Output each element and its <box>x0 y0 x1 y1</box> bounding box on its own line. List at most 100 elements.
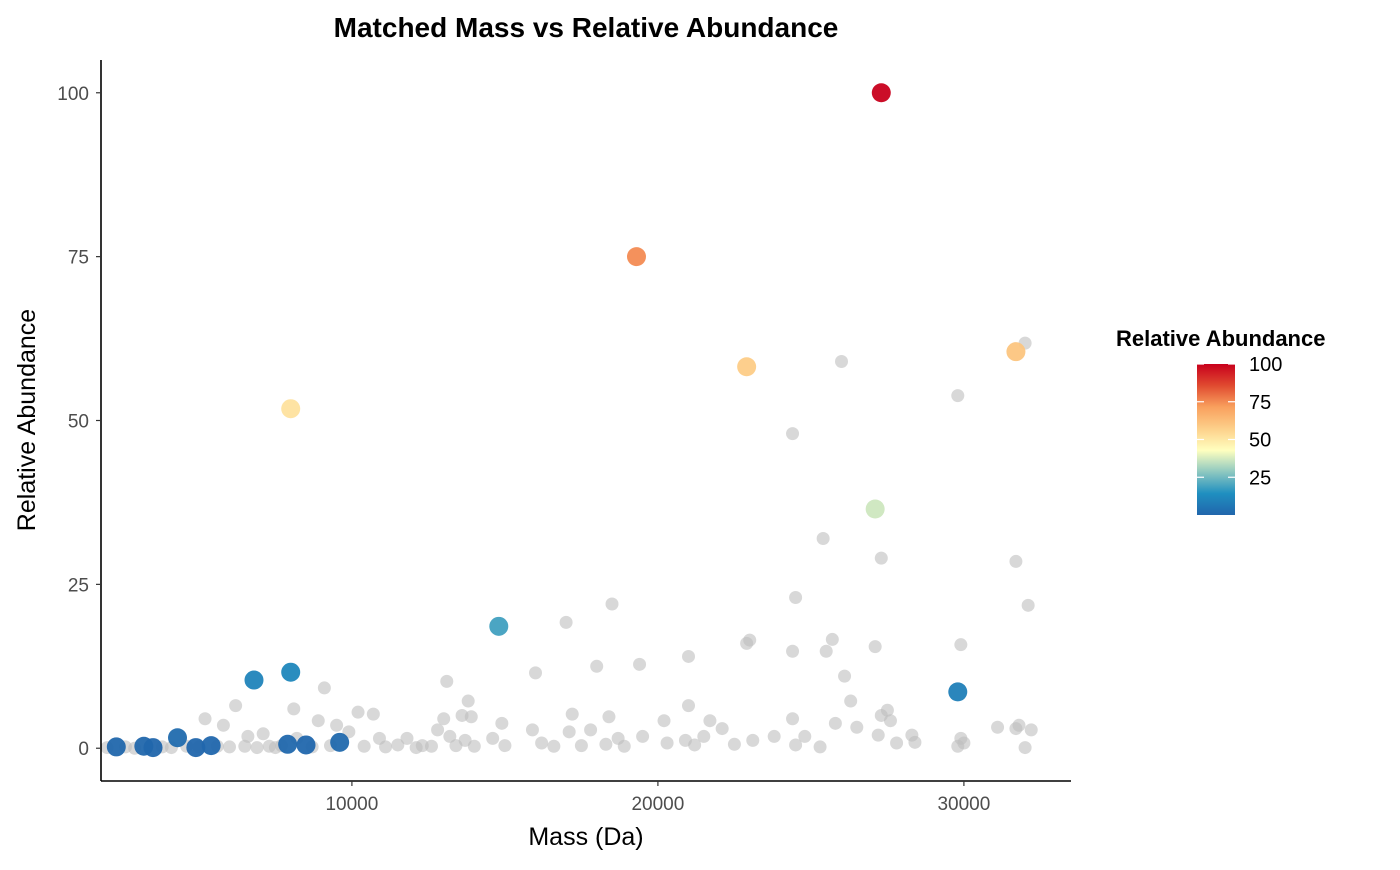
unmatched-point <box>871 728 885 742</box>
unmatched-point <box>565 707 579 721</box>
unmatched-point <box>250 741 264 755</box>
unmatched-point <box>229 699 243 713</box>
matched-point <box>948 682 968 702</box>
legend-tick-label: 75 <box>1249 392 1271 414</box>
y-tick-label: 25 <box>68 575 89 596</box>
unmatched-point <box>461 694 475 708</box>
unmatched-point <box>743 633 757 647</box>
unmatched-point <box>198 712 212 726</box>
matched-point <box>143 738 163 758</box>
unmatched-point <box>767 729 781 743</box>
unmatched-point <box>256 727 270 741</box>
unmatched-point <box>599 737 613 751</box>
unmatched-point <box>727 737 741 751</box>
unmatched-point <box>697 729 711 743</box>
unmatched-point <box>238 739 252 753</box>
unmatched-point <box>798 729 812 743</box>
matched-point <box>167 728 187 748</box>
unmatched-point <box>1024 723 1038 737</box>
matched-point <box>278 734 298 754</box>
unmatched-point <box>525 723 539 737</box>
unmatched-point <box>954 638 968 652</box>
y-tick-label: 0 <box>78 739 89 760</box>
matched-point <box>296 735 316 755</box>
unmatched-point <box>657 714 671 728</box>
unmatched-point <box>562 725 576 739</box>
unmatched-point <box>682 699 696 713</box>
unmatched-point <box>486 731 500 745</box>
unmatched-point <box>908 735 922 749</box>
unmatched-point <box>850 720 864 734</box>
unmatched-point <box>311 714 325 728</box>
legend-ticks: 25 50 75 100 <box>1197 354 1282 489</box>
unmatched-point <box>883 714 897 728</box>
unmatched-point <box>431 723 445 737</box>
unmatched-point <box>957 736 971 750</box>
unmatched-point <box>786 712 800 726</box>
unmatched-point <box>819 644 833 658</box>
unmatched-point <box>440 674 454 688</box>
legend-title: Relative Abundance <box>1116 326 1325 351</box>
unmatched-point <box>789 738 803 752</box>
unmatched-point <box>602 710 616 724</box>
unmatched-point <box>547 739 561 753</box>
unmatched-point <box>357 739 371 753</box>
y-tick-label: 75 <box>68 248 89 269</box>
unmatched-point <box>535 736 549 750</box>
unmatched-point <box>464 710 478 724</box>
unmatched-point <box>529 666 543 680</box>
unmatched-point <box>498 739 512 753</box>
unmatched-point <box>605 597 619 611</box>
unmatched-point <box>1009 554 1023 568</box>
y-tick-label: 50 <box>68 412 89 433</box>
unmatched-point <box>828 716 842 730</box>
unmatched-point <box>400 731 414 745</box>
legend: Relative Abundance 25 50 75 100 <box>1116 326 1325 515</box>
unmatched-point <box>880 703 894 717</box>
unmatched-point <box>1021 598 1035 612</box>
unmatched-point <box>786 644 800 658</box>
unmatched-point <box>813 740 827 754</box>
unmatched-point <box>816 531 830 545</box>
unmatched-point <box>688 738 702 752</box>
matched-point <box>865 499 885 519</box>
unmatched-point <box>786 427 800 441</box>
unmatched-point <box>682 649 696 663</box>
unmatched-point <box>844 694 858 708</box>
unmatched-point <box>559 615 573 629</box>
unmatched-point <box>574 739 588 753</box>
x-tick-label: 20000 <box>631 794 684 815</box>
unmatched-point <box>216 718 230 732</box>
y-axis-ticks: 0 25 50 75 100 <box>57 84 101 760</box>
matched-point <box>871 83 891 103</box>
unmatched-point <box>1018 741 1032 755</box>
y-axis-title: Relative Abundance <box>13 309 41 531</box>
unmatched-point <box>379 740 393 754</box>
legend-tick-label: 25 <box>1249 467 1271 489</box>
unmatched-point <box>241 729 255 743</box>
unmatched-point <box>660 736 674 750</box>
unmatched-point <box>825 632 839 646</box>
matched-point <box>281 662 301 682</box>
matched-point <box>1006 342 1026 362</box>
unmatched-point <box>287 702 301 716</box>
unmatched-point <box>633 657 647 671</box>
unmatched-point <box>443 729 457 743</box>
unmatched-point <box>590 659 604 673</box>
unmatched-point <box>951 389 965 403</box>
unmatched-point <box>391 738 405 752</box>
unmatched-point <box>703 714 717 728</box>
matched-point <box>106 737 126 757</box>
unmatched-point <box>437 712 451 726</box>
unmatched-point <box>467 739 481 753</box>
unmatched-point <box>868 640 882 654</box>
y-tick-label: 100 <box>57 84 89 105</box>
unmatched-point <box>715 722 729 736</box>
chart-title: Matched Mass vs Relative Abundance <box>334 12 839 43</box>
unmatched-point <box>617 739 631 753</box>
unmatched-point <box>330 718 344 732</box>
unmatched-point <box>789 590 803 604</box>
unmatched-point <box>636 729 650 743</box>
